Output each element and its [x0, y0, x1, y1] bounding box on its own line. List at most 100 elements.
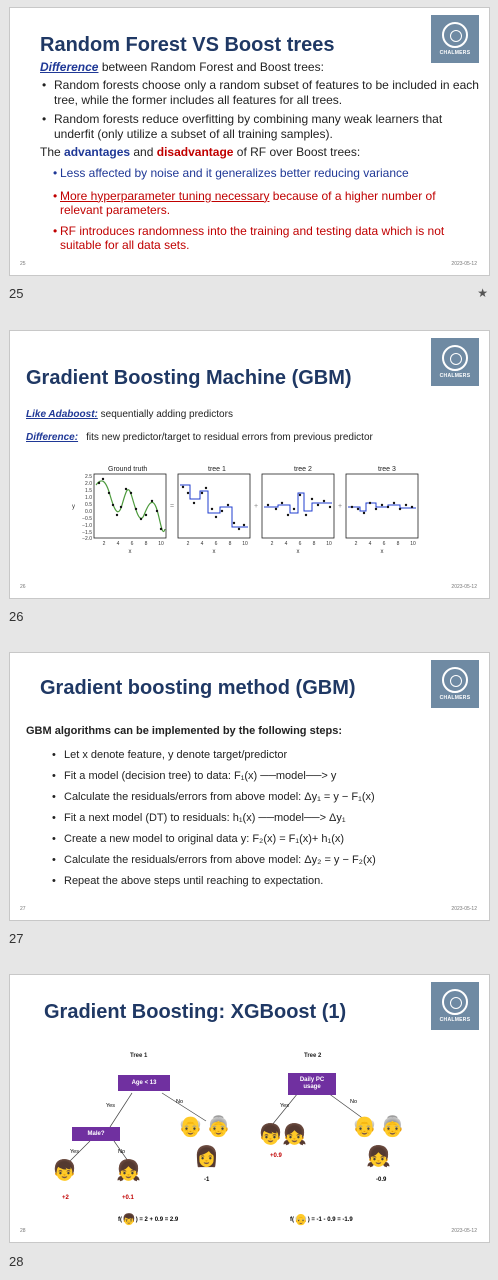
page-number: 26 — [20, 584, 26, 590]
svg-text:2.0: 2.0 — [85, 481, 92, 487]
step-item: Calculate the residuals/errors from abov… — [64, 791, 484, 803]
node-age: Age < 13 — [118, 1075, 170, 1091]
boy-icon: 👦 — [258, 1125, 283, 1145]
slide-date: 2023-05-12 — [451, 261, 477, 267]
edge-no: No — [176, 1099, 183, 1105]
chalmers-logo: CHALMERS — [431, 15, 479, 63]
svg-text:2: 2 — [187, 541, 190, 547]
man-icon: 👴 — [294, 1213, 308, 1226]
panel-title: Ground truth — [108, 466, 147, 473]
svg-text:1.5: 1.5 — [85, 488, 92, 494]
leaf-value: -1 — [204, 1177, 209, 1183]
svg-text:8: 8 — [229, 541, 232, 547]
svg-text:x: x — [297, 549, 300, 555]
svg-text:4: 4 — [369, 541, 372, 547]
svg-text:2: 2 — [355, 541, 358, 547]
woman-icon: 👩 — [194, 1147, 219, 1167]
svg-text:6: 6 — [131, 541, 134, 547]
difference-line: Difference: fits new predictor/target to … — [26, 432, 373, 443]
svg-text:1.0: 1.0 — [85, 495, 92, 501]
advantage-item: Less affected by noise and it generalize… — [60, 166, 480, 180]
x-ticks-1: 2 4 6 8 10 2 4 6 8 10 2 4 6 8 10 2 4 6 8 10 — [103, 541, 416, 547]
leaf-value: +2 — [62, 1195, 69, 1201]
slide-date: 2023-05-12 — [451, 1228, 477, 1234]
slide-title: Gradient boosting method (GBM) — [40, 677, 356, 700]
edge-no: No — [118, 1149, 125, 1155]
y-label: y — [72, 504, 75, 510]
slide-title: Gradient Boosting Machine (GBM) — [26, 367, 352, 390]
node-male: Male? — [72, 1127, 120, 1141]
y-ticks: 2.52.01.51.00.50.0−0.5−1.0−1.5−2.0 — [82, 474, 92, 542]
slide-number: 27 — [9, 931, 23, 946]
svg-text:10: 10 — [326, 541, 332, 547]
slide-body: Difference between Random Forest and Boo… — [40, 60, 480, 252]
svg-text:0.0: 0.0 — [85, 509, 92, 515]
panel-title: tree 1 — [208, 466, 226, 473]
svg-text:−0.5: −0.5 — [82, 516, 92, 522]
bullet: Random forests choose only a random subs… — [54, 78, 480, 107]
slide-number: 28 — [9, 1254, 23, 1269]
svg-text:10: 10 — [410, 541, 416, 547]
svg-text:x: x — [381, 549, 384, 555]
bullet: Random forests reduce overfitting by com… — [54, 112, 480, 141]
svg-text:10: 10 — [242, 541, 248, 547]
step-item: Calculate the residuals/errors from abov… — [64, 854, 484, 866]
slide-date: 2023-05-12 — [451, 584, 477, 590]
leaf-value: +0.9 — [270, 1153, 282, 1159]
page-number: 28 — [20, 1228, 26, 1234]
svg-text:10: 10 — [158, 541, 164, 547]
woman-icon: 👵 — [380, 1117, 405, 1137]
svg-text:6: 6 — [215, 541, 218, 547]
slide-28[interactable]: Gradient Boosting: XGBoost (1) CHALMERS … — [9, 974, 490, 1243]
formula-2: f(👴) = -1 - 0.9 = -1.9 — [290, 1213, 353, 1226]
leaf-value: -0.9 — [376, 1177, 386, 1183]
tree-edges — [10, 975, 490, 1243]
chalmers-logo: CHALMERS — [431, 660, 479, 708]
edge-yes: Yes — [70, 1149, 79, 1155]
slide-number: 25 — [9, 286, 23, 301]
man-icon: 👴 — [352, 1117, 377, 1137]
step-item: Repeat the above steps until reaching to… — [64, 875, 484, 887]
tree2-step — [264, 493, 332, 513]
chalmers-logo: CHALMERS — [431, 338, 479, 386]
svg-text:6: 6 — [383, 541, 386, 547]
svg-text:x: x — [213, 549, 216, 555]
steps-intro: GBM algorithms can be implemented by the… — [26, 725, 342, 737]
page-number: 27 — [20, 906, 26, 912]
svg-text:8: 8 — [313, 541, 316, 547]
svg-text:+: + — [338, 503, 342, 510]
woman-icon: 👵 — [206, 1117, 231, 1137]
girl-icon: 👧 — [116, 1161, 141, 1181]
svg-text:x: x — [129, 549, 132, 555]
step-item: Let x denote feature, y denote target/pr… — [64, 749, 484, 761]
gbm-plots: Ground truth tree 1 tree 2 tree 3 2.52.0… — [66, 463, 426, 573]
page-number: 25 — [20, 261, 26, 267]
node-pc-usage: Daily PC usage — [288, 1073, 336, 1095]
like-line: Like Adaboost: sequentially adding predi… — [26, 409, 233, 420]
disadvantage-item: More hyperparameter tuning necessary bec… — [60, 189, 480, 218]
svg-text:4: 4 — [201, 541, 204, 547]
steps-list: Let x denote feature, y denote target/pr… — [64, 749, 484, 887]
tree1-step — [180, 485, 248, 527]
slide-number: 26 — [9, 609, 23, 624]
svg-text:2.5: 2.5 — [85, 474, 92, 480]
svg-text:8: 8 — [397, 541, 400, 547]
panel-title: tree 3 — [378, 466, 396, 473]
svg-text:−1.0: −1.0 — [82, 523, 92, 529]
operators: = + + — [170, 503, 342, 510]
svg-text:6: 6 — [299, 541, 302, 547]
panel-title: tree 2 — [294, 466, 312, 473]
svg-text:+: + — [254, 503, 258, 510]
man-icon: 👴 — [178, 1117, 203, 1137]
girl-icon: 👧 — [366, 1147, 391, 1167]
svg-text:8: 8 — [145, 541, 148, 547]
step-item: Fit a next model (DT) to residuals: h₁(x… — [64, 812, 484, 824]
slide-25[interactable]: Random Forest VS Boost trees CHALMERS Di… — [9, 7, 490, 276]
svg-text:2: 2 — [103, 541, 106, 547]
slide-26[interactable]: Gradient Boosting Machine (GBM) CHALMERS… — [9, 330, 490, 599]
slide-27[interactable]: Gradient boosting method (GBM) CHALMERS … — [9, 652, 490, 921]
star-icon[interactable]: ★ — [477, 286, 488, 300]
boy-icon: 👦 — [122, 1213, 136, 1226]
boy-icon: 👦 — [52, 1161, 77, 1181]
ground-truth-curve — [96, 481, 165, 532]
